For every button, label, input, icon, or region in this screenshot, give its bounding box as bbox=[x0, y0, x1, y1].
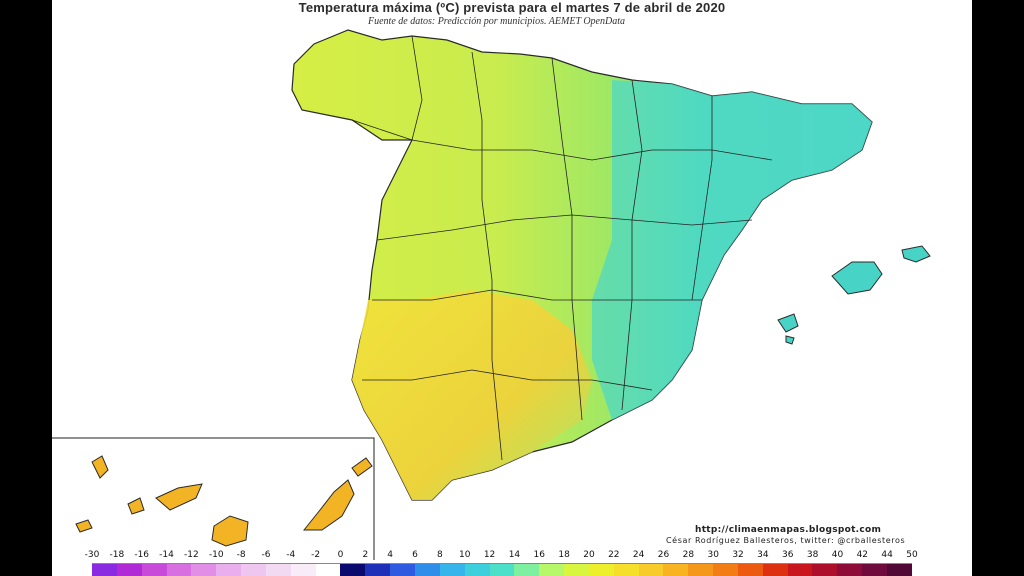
legend-swatch bbox=[837, 564, 863, 576]
legend-swatch bbox=[464, 564, 490, 576]
legend-tick-label: 14 bbox=[508, 550, 521, 560]
legend-tick-label: 32 bbox=[732, 550, 744, 560]
legend-tick-label: 2 bbox=[362, 550, 369, 560]
map-title: Temperatura máxima (ºC) prevista para el… bbox=[298, 0, 726, 15]
legend-tick-label: -14 bbox=[159, 550, 174, 560]
map-canvas: Temperatura máxima (ºC) prevista para el… bbox=[52, 0, 972, 576]
legend-tick-label: 4 bbox=[387, 550, 394, 560]
legend-tick-label: -8 bbox=[236, 550, 246, 560]
legend-swatch bbox=[191, 564, 217, 576]
legend-tick-label: -16 bbox=[134, 550, 150, 560]
legend-swatch bbox=[315, 564, 341, 576]
legend-tick-label: 18 bbox=[558, 550, 570, 560]
legend-tick-label: -2 bbox=[311, 550, 321, 560]
legend-swatch bbox=[92, 564, 117, 576]
legend-tick-label: 44 bbox=[881, 550, 893, 560]
legend-swatch bbox=[216, 564, 242, 576]
legend-tick-label: 16 bbox=[533, 550, 545, 560]
legend-swatch bbox=[489, 564, 515, 576]
credit-author: César Rodríguez Ballesteros, twitter: @c… bbox=[666, 536, 906, 545]
legend-tick-label: 50 bbox=[906, 550, 918, 560]
legend-swatch bbox=[713, 564, 738, 576]
legend-swatch bbox=[439, 564, 465, 576]
legend-color-bar bbox=[92, 563, 912, 576]
map-subtitle: Fuente de datos: Predicción por municipi… bbox=[368, 16, 625, 27]
legend-swatch bbox=[613, 564, 639, 576]
legend-tick-label: 20 bbox=[583, 550, 595, 560]
legend-swatch bbox=[166, 564, 192, 576]
legend-tick-label: 36 bbox=[782, 550, 794, 560]
province-borders bbox=[351, 35, 773, 461]
legend-swatch bbox=[812, 564, 838, 576]
legend-swatch bbox=[414, 564, 440, 576]
legend-swatch bbox=[737, 564, 763, 576]
legend-tick-label: 28 bbox=[682, 550, 695, 560]
east-cool-zone bbox=[592, 80, 872, 420]
legend-swatch bbox=[638, 564, 664, 576]
south-west-zone bbox=[352, 290, 592, 500]
legend-tick-label: -18 bbox=[109, 550, 125, 560]
legend-labels: -30 -18 -16 -14 -12 -10 -8 -6 -4 -2 0 2 4 6 8 10 12 14 16 1… bbox=[85, 550, 918, 562]
legend-tick-label: -10 bbox=[208, 550, 224, 560]
legend-tick-label: 40 bbox=[831, 550, 844, 560]
legend-tick-label: 42 bbox=[856, 550, 869, 560]
legend-swatch bbox=[688, 564, 714, 576]
legend-swatch bbox=[663, 564, 689, 576]
legend-tick-label: -6 bbox=[261, 550, 271, 560]
legend-swatch bbox=[390, 564, 415, 576]
legend-swatch bbox=[365, 564, 391, 576]
balearic-islands bbox=[777, 245, 931, 345]
legend-tick-label: 34 bbox=[757, 550, 769, 560]
legend-tick-label: 12 bbox=[483, 550, 496, 560]
legend-swatch bbox=[141, 564, 167, 576]
legend-swatch bbox=[241, 564, 266, 576]
legend-swatch bbox=[862, 564, 887, 576]
legend-swatch bbox=[539, 564, 565, 576]
legend-tick-label: -30 bbox=[84, 550, 100, 560]
legend-tick-label: 24 bbox=[632, 550, 645, 560]
legend-swatch bbox=[116, 564, 142, 576]
legend-tick-label: 0 bbox=[337, 550, 344, 560]
legend-swatch bbox=[762, 564, 788, 576]
canary-islands-inset bbox=[52, 437, 375, 560]
legend-swatch bbox=[887, 564, 912, 576]
legend-tick-label: -12 bbox=[184, 550, 199, 560]
legend-tick-label: 8 bbox=[437, 550, 443, 560]
credit-url: http://climaenmapas.blogspot.com bbox=[695, 525, 882, 535]
legend-tick-label: 30 bbox=[707, 550, 719, 560]
legend-tick-label: 22 bbox=[608, 550, 620, 560]
legend-tick-label: 10 bbox=[458, 550, 471, 560]
legend-swatch bbox=[265, 564, 291, 576]
legend-swatch bbox=[340, 564, 366, 576]
legend-swatch bbox=[290, 564, 316, 576]
legend-tick-label: 26 bbox=[657, 550, 670, 560]
legend-tick-label: -4 bbox=[286, 550, 296, 560]
legend-swatch bbox=[787, 564, 813, 576]
legend-swatch bbox=[564, 564, 589, 576]
legend-swatch bbox=[514, 564, 540, 576]
legend-swatch bbox=[588, 564, 614, 576]
temperature-map bbox=[52, 29, 931, 560]
legend-tick-label: 6 bbox=[412, 550, 418, 560]
legend-tick-label: 38 bbox=[806, 550, 819, 560]
